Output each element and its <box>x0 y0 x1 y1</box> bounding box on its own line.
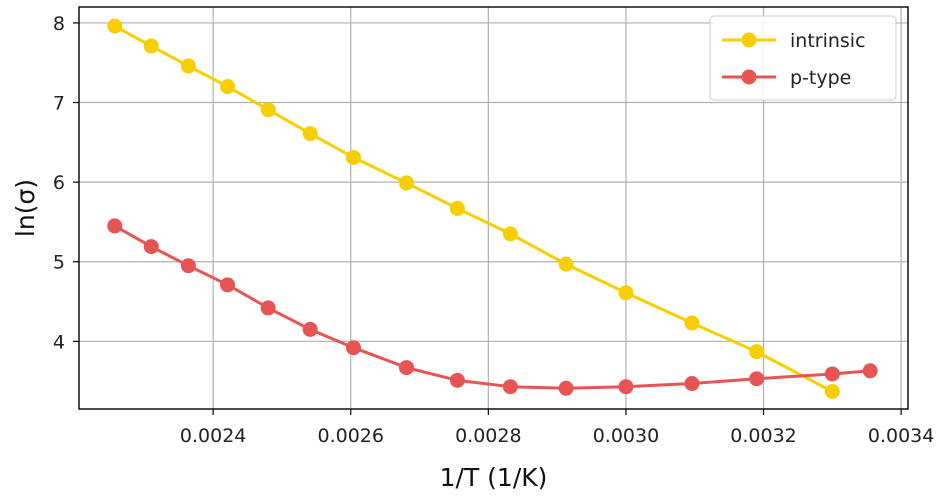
y-tick-label: 4 <box>53 331 65 353</box>
intrinsic-point <box>618 285 634 301</box>
p-type-point <box>449 372 465 388</box>
grid <box>79 7 908 409</box>
p-type-point <box>180 258 196 274</box>
legend-entry-intrinsic: intrinsic <box>722 30 866 52</box>
p-type-point <box>824 366 840 382</box>
legend-swatch-marker <box>741 69 757 85</box>
x-tick-label: 0.0024 <box>180 425 246 447</box>
legend: intrinsic p-type <box>709 15 897 101</box>
p-type-point <box>345 340 361 356</box>
x-axis-label: 1/T (1/K) <box>440 463 548 492</box>
p-type-point <box>502 379 518 395</box>
intrinsic-point <box>502 226 518 242</box>
y-tick-label: 8 <box>53 13 65 35</box>
x-tick-label: 0.0026 <box>318 425 384 447</box>
p-type-point <box>618 379 634 395</box>
legend-label: p-type <box>790 67 851 89</box>
p-type-point <box>398 360 414 376</box>
intrinsic-point <box>180 58 196 74</box>
p-type-point <box>558 380 574 396</box>
legend-entry-p-type: p-type <box>722 67 851 89</box>
plot-frame <box>78 6 909 410</box>
intrinsic-point <box>302 126 318 142</box>
y-tick-label: 5 <box>53 252 65 274</box>
intrinsic-point <box>684 315 700 331</box>
p-type-point <box>260 300 276 316</box>
intrinsic-point <box>449 200 465 216</box>
x-tick-label: 0.0028 <box>455 425 521 447</box>
intrinsic-point <box>345 149 361 165</box>
legend-swatch-marker <box>741 32 757 48</box>
intrinsic-point <box>558 256 574 272</box>
p-type-point <box>302 321 318 337</box>
intrinsic-point <box>749 344 765 360</box>
y-tick-label: 6 <box>53 172 65 194</box>
p-type-point <box>862 363 878 379</box>
x-tick-label: 0.0032 <box>730 425 796 447</box>
intrinsic-point <box>107 18 123 34</box>
p-type-point <box>220 277 236 293</box>
axis-ticks: 0.0024 0.0026 0.0028 0.0030 0.0032 0.0034 4 5 6 7… <box>53 13 934 447</box>
series-p-type <box>107 218 878 396</box>
intrinsic-point <box>220 79 236 95</box>
p-type-point <box>143 239 159 255</box>
y-tick-label: 7 <box>53 93 65 115</box>
p-type-point <box>749 371 765 387</box>
intrinsic-point <box>824 383 840 399</box>
p-type-point <box>107 218 123 234</box>
intrinsic-point <box>260 102 276 118</box>
intrinsic-point <box>398 175 414 191</box>
legend-box <box>709 15 897 101</box>
legend-label: intrinsic <box>790 30 866 52</box>
x-tick-label: 0.0034 <box>868 425 934 447</box>
intrinsic-point <box>143 38 159 54</box>
x-tick-label: 0.0030 <box>593 425 659 447</box>
p-type-point <box>684 376 700 392</box>
p-type-line <box>114 224 871 390</box>
y-axis-label: ln(σ) <box>11 179 40 237</box>
series-layer <box>107 18 878 399</box>
legend-entries: intrinsic p-type <box>722 30 866 89</box>
series-intrinsic <box>107 18 840 399</box>
